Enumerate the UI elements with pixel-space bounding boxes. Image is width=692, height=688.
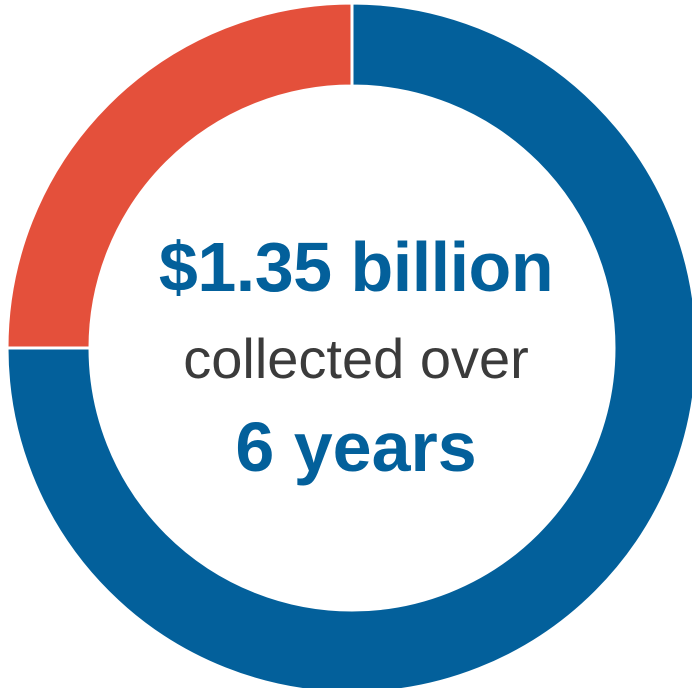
total-amount-label: $1.35 billion xyxy=(158,228,554,306)
donut-slice-2 xyxy=(5,1,354,350)
donut-slice-1 xyxy=(5,1,692,688)
donut-slices xyxy=(5,1,692,688)
duration-label: 6 years xyxy=(235,408,477,486)
collected-over-label: collected over xyxy=(183,327,529,390)
